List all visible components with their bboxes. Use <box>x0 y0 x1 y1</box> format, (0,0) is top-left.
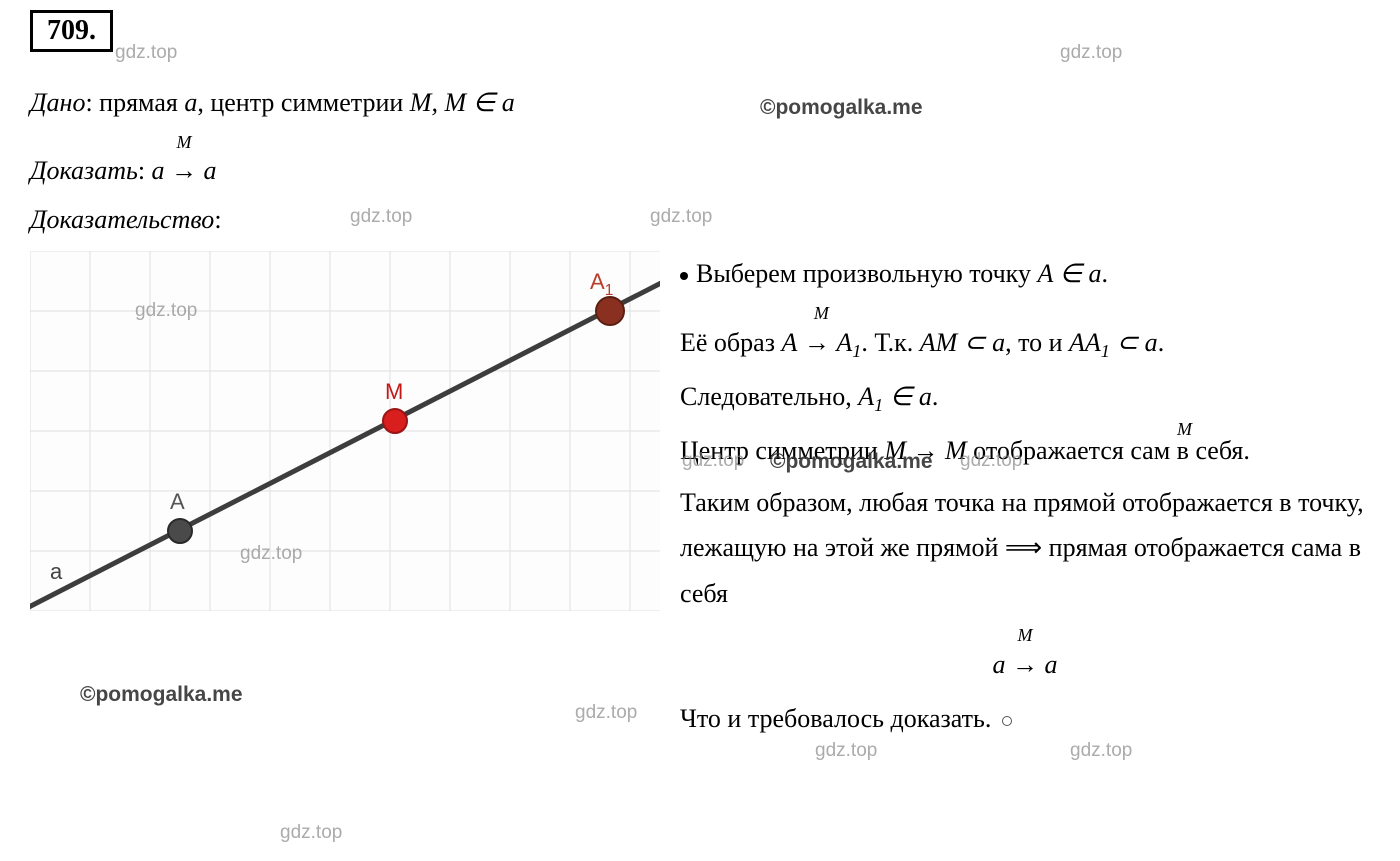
given-var-m: M, M ∈ a <box>410 88 515 117</box>
given-text2: , центр симметрии <box>197 88 409 117</box>
proof-label: Доказательство <box>30 205 214 234</box>
proof-section-label: Доказательство: <box>30 199 1370 241</box>
proof-colon: : <box>214 205 221 234</box>
proof-formula: M a → a <box>680 624 1370 688</box>
line4-text3: отображается сам в себя. <box>967 436 1250 465</box>
proof-line-1: Выберем произвольную точку A ∈ a. <box>680 251 1370 297</box>
line3-var3: ∈ a <box>883 382 932 411</box>
line2-var3: AM ⊂ a <box>920 328 1005 357</box>
line2-var5sub: 1 <box>1101 341 1110 361</box>
prove-colon: : <box>138 156 152 185</box>
line3-text1: Следовательно, <box>680 382 858 411</box>
prove-right: a <box>204 156 217 185</box>
watermark: gdz.top <box>280 822 342 844</box>
prove-arrow: → <box>165 156 204 185</box>
svg-text:M: M <box>385 379 403 404</box>
line4-top-m: M <box>1177 414 1192 446</box>
line1-var: A ∈ a <box>1037 259 1101 288</box>
prove-arrow-top: M <box>177 128 192 157</box>
line2-arrow-notation: M A → A1 <box>781 302 861 368</box>
content-row: AMA1a Выберем произвольную точку A ∈ a. … <box>30 251 1370 748</box>
line3-text4: . <box>932 382 939 411</box>
line2-sub: 1 <box>852 341 861 361</box>
line2-arrow-top: M <box>814 298 829 330</box>
line2-var6: ⊂ a <box>1110 328 1158 357</box>
line1-text1: Выберем произвольную точку <box>696 259 1037 288</box>
proof-conclusion: Что и требовалось доказать. <box>680 696 1370 742</box>
formula-right: a <box>1045 650 1058 679</box>
line2-left: A <box>781 328 797 357</box>
problem-number: 709. <box>30 10 113 52</box>
line2-text2: . Т.к. <box>861 328 919 357</box>
bullet-icon <box>680 272 688 280</box>
watermark: gdz.top <box>115 42 177 64</box>
prove-arrow-notation: M a → a <box>152 132 217 192</box>
geometry-diagram: A M A1 a <box>30 251 660 611</box>
svg-text:A1: A1 <box>590 269 613 299</box>
diagram-wrapper: A M A1 a <box>30 251 660 748</box>
svg-text:A: A <box>170 489 185 514</box>
line2-var5: AA <box>1069 328 1101 357</box>
given-section: Дано: прямая a, центр симметрии M, M ∈ a <box>30 82 1370 124</box>
svg-text:a: a <box>50 559 63 584</box>
given-var-a: a <box>184 88 197 117</box>
given-label: Дано <box>30 88 85 117</box>
watermark: gdz.top <box>1060 42 1122 64</box>
line2-text4: , то и <box>1005 328 1069 357</box>
line2-right: A <box>836 328 852 357</box>
line2-text1: Её образ <box>680 328 781 357</box>
proof-text: Выберем произвольную точку A ∈ a. Её обр… <box>680 251 1370 748</box>
prove-left: a <box>152 156 165 185</box>
prove-label: Доказать <box>30 156 138 185</box>
formula-top: M <box>1018 620 1033 652</box>
line3-sub: 1 <box>874 396 883 416</box>
prove-section: Доказать: M a → a <box>30 132 1370 192</box>
line2-text7: . <box>1158 328 1165 357</box>
line4-text1: Центр симметрии <box>680 436 884 465</box>
proof-line-4: M Центр симметрии M → M отображается сам… <box>680 428 1370 474</box>
formula-left: a <box>993 650 1006 679</box>
line4-var2: M → M <box>884 436 966 465</box>
proof-line-2: Её образ M A → A1 . Т.к. AM ⊂ a, то и AA… <box>680 302 1370 368</box>
line1-text3: . <box>1102 259 1109 288</box>
proof-line-5: Таким образом, любая точка на прямой ото… <box>680 480 1370 617</box>
end-circle-icon <box>1002 716 1012 726</box>
line3-var2: A <box>858 382 874 411</box>
diagram-svg: A M A1 a <box>30 251 660 611</box>
proof-line-3: Следовательно, A1 ∈ a. <box>680 374 1370 422</box>
formula-arrow-notation: M a → a <box>993 624 1058 688</box>
given-text1: : прямая <box>85 88 184 117</box>
conclusion-text: Что и требовалось доказать. <box>680 704 998 733</box>
